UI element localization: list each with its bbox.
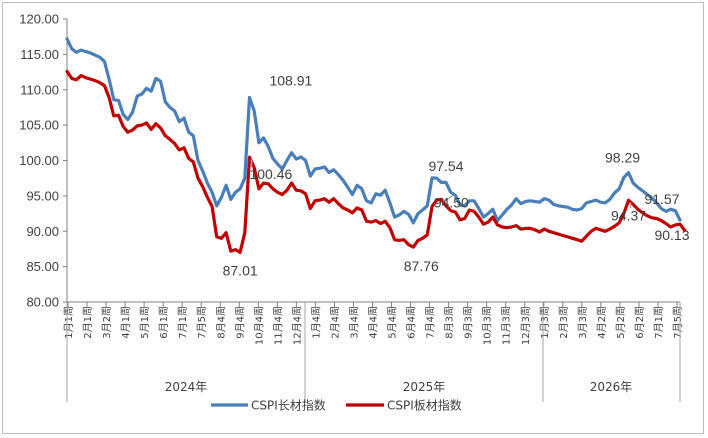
y-tick-label: 115.00	[20, 47, 59, 62]
y-tick-label: 100.00	[19, 153, 59, 168]
x-tick-label: 3月4周	[348, 306, 360, 339]
chart-frame	[2, 2, 704, 434]
data-label: 98.29	[605, 150, 640, 166]
x-tick-label: 7月1周	[653, 306, 665, 339]
year-label: 2025年	[403, 380, 446, 394]
data-label: 90.13	[654, 227, 689, 243]
x-tick-label: 2月1周	[82, 306, 94, 339]
legend-label: CSPI长材指数	[251, 398, 326, 413]
x-tick-label: 12月3周	[520, 306, 532, 345]
x-tick-label: 4月4周	[368, 306, 380, 339]
x-tick-label: 7月5周	[196, 306, 208, 339]
data-label: 87.76	[404, 258, 439, 274]
x-tick-label: 8月3周	[444, 306, 456, 339]
x-tick-label: 6月4周	[406, 306, 418, 339]
x-tick-label: 11月4周	[272, 306, 284, 345]
data-label: 100.46	[249, 166, 292, 182]
x-tick-label: 4月1周	[120, 306, 132, 339]
x-tick-label: 7月4周	[425, 306, 437, 339]
year-label: 2026年	[590, 380, 633, 394]
data-label: 94.37	[611, 207, 646, 223]
y-tick-label: 120.00	[19, 12, 59, 27]
x-tick-label: 3月3周	[577, 306, 589, 339]
x-tick-label: 6月2周	[634, 306, 646, 339]
x-tick-label: 4月2周	[596, 306, 608, 339]
y-tick-label: 110.00	[20, 82, 59, 97]
x-tick-label: 8月4周	[215, 306, 227, 339]
y-tick-label: 95.00	[26, 188, 59, 203]
legend-label: CSPI板材指数	[387, 398, 462, 413]
series-line-long	[65, 37, 682, 225]
x-tick-label: 3月2周	[101, 306, 113, 339]
y-tick-label: 85.00	[26, 259, 59, 274]
y-tick-label: 105.00	[19, 118, 59, 133]
y-tick-label: 80.00	[26, 295, 59, 310]
x-tick-label: 5月4周	[387, 306, 399, 339]
data-label: 91.57	[644, 191, 679, 207]
x-tick-label: 1月1周	[63, 306, 75, 339]
x-tick-label: 1月4周	[310, 306, 322, 339]
series-line-plate	[65, 69, 687, 254]
x-tick-label: 1月3周	[539, 306, 551, 339]
x-tick-label: 9月4周	[234, 306, 246, 339]
x-tick-label: 10月3周	[482, 306, 494, 345]
x-tick-label: 12月4周	[291, 306, 303, 345]
data-label: 97.54	[428, 158, 463, 174]
x-tick-label: 10月4周	[253, 306, 265, 345]
x-tick-label: 11月3周	[501, 306, 513, 345]
y-tick-label: 90.00	[26, 224, 59, 239]
x-tick-label: 6月1周	[158, 306, 170, 339]
x-tick-label: 9月3周	[463, 306, 475, 339]
leader-line	[442, 194, 454, 203]
year-label: 2024年	[165, 380, 208, 394]
x-tick-label: 7月5周	[672, 306, 684, 339]
data-label: 94.50	[434, 194, 469, 210]
x-tick-label: 5月1周	[139, 306, 151, 339]
x-tick-label: 2月3周	[558, 306, 570, 339]
data-label: 108.91	[269, 72, 312, 88]
x-tick-label: 5月2周	[615, 306, 627, 339]
x-tick-label: 2月4周	[329, 306, 341, 339]
x-tick-label: 7月1周	[177, 306, 189, 339]
data-label: 87.01	[223, 262, 258, 278]
